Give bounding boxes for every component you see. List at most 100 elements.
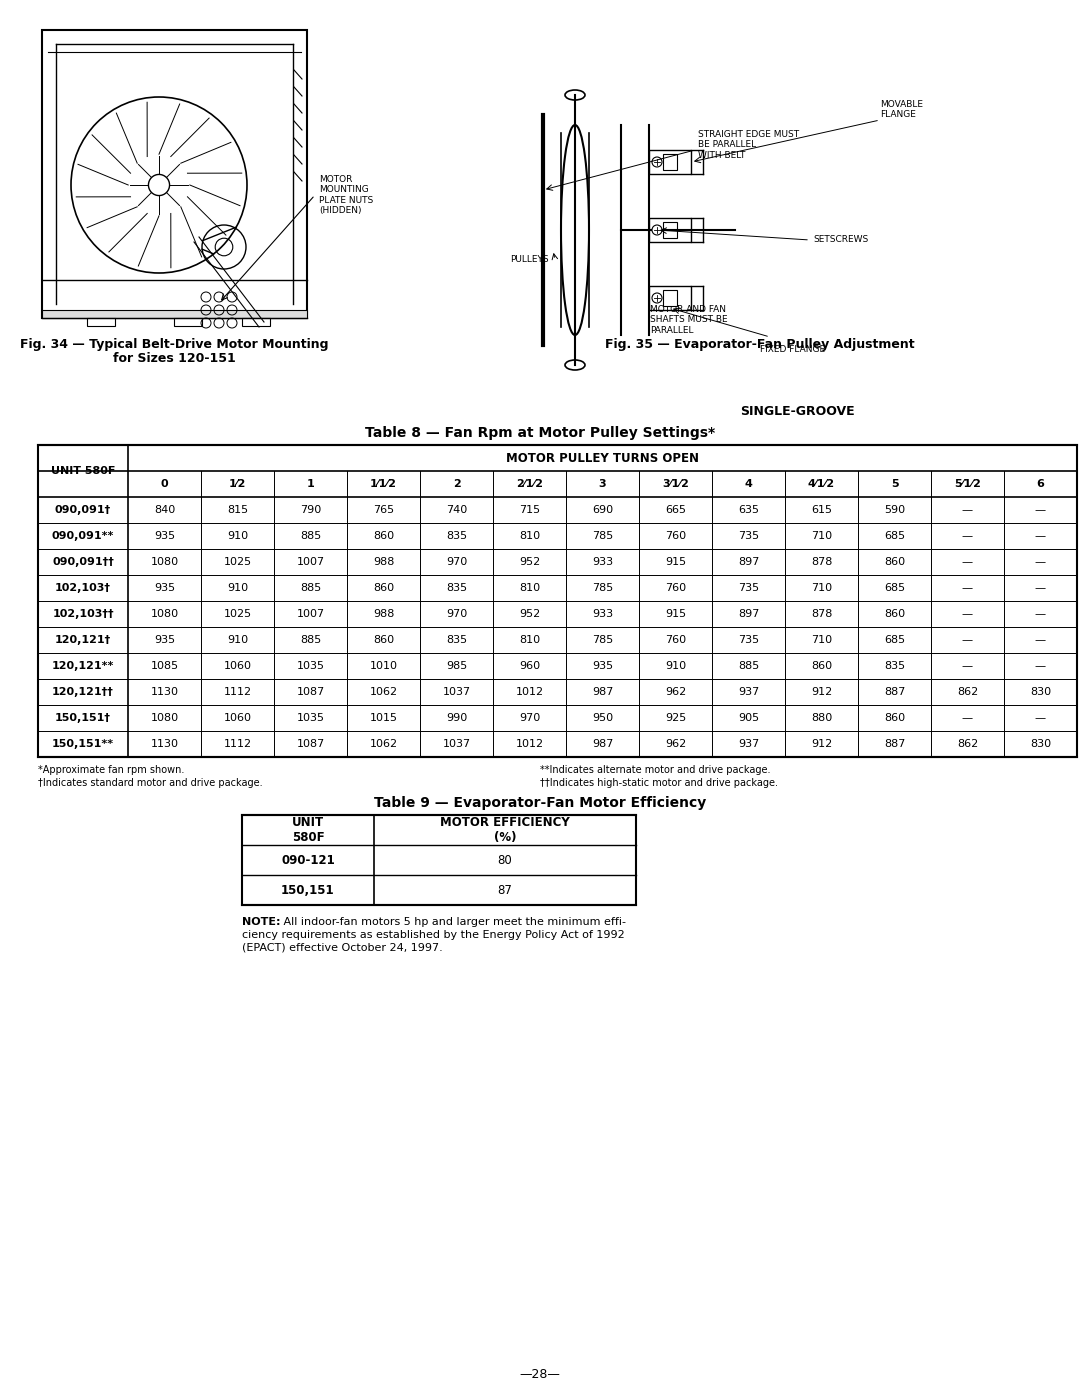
- Text: 912: 912: [811, 687, 832, 697]
- Text: 102,103††: 102,103††: [52, 609, 113, 619]
- Text: 090,091††: 090,091††: [52, 557, 113, 567]
- Text: 1062: 1062: [369, 687, 397, 697]
- Text: 987: 987: [592, 687, 613, 697]
- Text: —: —: [962, 712, 973, 724]
- Bar: [663, 154, 677, 170]
- Text: 3: 3: [598, 479, 606, 489]
- Text: —: —: [1035, 661, 1047, 671]
- Text: 935: 935: [154, 583, 175, 592]
- Text: —: —: [962, 636, 973, 645]
- Text: 735: 735: [738, 636, 759, 645]
- Text: 685: 685: [883, 583, 905, 592]
- Text: 1112: 1112: [224, 687, 252, 697]
- Text: —: —: [1035, 636, 1047, 645]
- Text: 1025: 1025: [224, 557, 252, 567]
- Text: 5: 5: [891, 479, 899, 489]
- Text: 912: 912: [811, 739, 832, 749]
- Text: FIXED FLANGE: FIXED FLANGE: [760, 345, 825, 353]
- Text: 962: 962: [665, 739, 686, 749]
- Text: MOTOR
MOUNTING
PLATE NUTS
(HIDDEN): MOTOR MOUNTING PLATE NUTS (HIDDEN): [319, 175, 374, 215]
- Text: 1: 1: [307, 479, 314, 489]
- Text: 1060: 1060: [224, 712, 252, 724]
- Text: STRAIGHT EDGE MUST
BE PARALLEL
WITH BELT: STRAIGHT EDGE MUST BE PARALLEL WITH BELT: [698, 130, 799, 159]
- Text: MOTOR EFFICIENCY
(%): MOTOR EFFICIENCY (%): [441, 816, 570, 844]
- Text: 1015: 1015: [369, 712, 397, 724]
- Text: 785: 785: [592, 636, 613, 645]
- Text: 970: 970: [446, 557, 468, 567]
- Text: 915: 915: [665, 557, 686, 567]
- Text: UNIT 580F: UNIT 580F: [51, 467, 116, 476]
- Bar: [38, 446, 1077, 757]
- Text: 878: 878: [811, 609, 833, 619]
- Text: 887: 887: [883, 687, 905, 697]
- Text: 150,151: 150,151: [281, 883, 335, 897]
- Text: 933: 933: [592, 609, 613, 619]
- Text: 860: 860: [373, 636, 394, 645]
- Text: 150,151**: 150,151**: [52, 739, 114, 749]
- Text: —: —: [1035, 583, 1047, 592]
- Text: 952: 952: [518, 609, 540, 619]
- Text: ††Indicates high-static motor and drive package.: ††Indicates high-static motor and drive …: [540, 778, 778, 788]
- Bar: [42, 29, 307, 319]
- Text: 1035: 1035: [297, 712, 324, 724]
- Text: 987: 987: [592, 739, 613, 749]
- Text: 1012: 1012: [515, 739, 543, 749]
- Text: 935: 935: [154, 531, 175, 541]
- Text: 1⁄2: 1⁄2: [229, 479, 246, 489]
- Text: 885: 885: [300, 636, 321, 645]
- Text: UNIT
580F: UNIT 580F: [292, 816, 324, 844]
- Text: 1112: 1112: [224, 739, 252, 749]
- Text: 988: 988: [373, 557, 394, 567]
- Circle shape: [652, 225, 662, 235]
- Text: 915: 915: [665, 609, 686, 619]
- Text: 6: 6: [1037, 479, 1044, 489]
- Text: Table 9 — Evaporator-Fan Motor Efficiency: Table 9 — Evaporator-Fan Motor Efficienc…: [374, 796, 706, 810]
- Text: 860: 860: [883, 557, 905, 567]
- Text: 760: 760: [665, 531, 686, 541]
- Text: 1087: 1087: [296, 739, 325, 749]
- Text: 4⁄1⁄2: 4⁄1⁄2: [808, 479, 835, 489]
- Text: 785: 785: [592, 531, 613, 541]
- Text: —: —: [962, 661, 973, 671]
- Text: 635: 635: [738, 504, 759, 515]
- Text: 090,091†: 090,091†: [55, 504, 111, 515]
- Text: 860: 860: [811, 661, 832, 671]
- Text: 960: 960: [518, 661, 540, 671]
- Text: 120,121†: 120,121†: [55, 636, 111, 645]
- Text: 665: 665: [665, 504, 686, 515]
- Text: 925: 925: [665, 712, 686, 724]
- Text: 1130: 1130: [150, 687, 178, 697]
- Text: —: —: [962, 504, 973, 515]
- Text: for Sizes 120-151: for Sizes 120-151: [113, 352, 235, 365]
- Text: 80: 80: [498, 854, 512, 866]
- Text: 710: 710: [811, 531, 832, 541]
- Text: 897: 897: [738, 609, 759, 619]
- Text: 1007: 1007: [296, 557, 325, 567]
- Text: 862: 862: [957, 687, 978, 697]
- Text: 885: 885: [300, 583, 321, 592]
- Text: 880: 880: [811, 712, 832, 724]
- Text: 4: 4: [744, 479, 753, 489]
- Text: 910: 910: [227, 531, 248, 541]
- Text: 785: 785: [592, 583, 613, 592]
- Text: 985: 985: [446, 661, 468, 671]
- Text: MOTOR PULLEY TURNS OPEN: MOTOR PULLEY TURNS OPEN: [507, 451, 699, 464]
- Text: 878: 878: [811, 557, 833, 567]
- Text: 3⁄1⁄2: 3⁄1⁄2: [662, 479, 689, 489]
- Text: 860: 860: [373, 583, 394, 592]
- Text: 2: 2: [453, 479, 460, 489]
- Text: 988: 988: [373, 609, 394, 619]
- Text: 962: 962: [665, 687, 686, 697]
- Text: 1025: 1025: [224, 609, 252, 619]
- Bar: [242, 814, 636, 905]
- Text: 830: 830: [1030, 739, 1051, 749]
- Circle shape: [148, 175, 170, 196]
- Text: —: —: [962, 583, 973, 592]
- Text: 935: 935: [592, 661, 613, 671]
- Text: 1060: 1060: [224, 661, 252, 671]
- Text: 835: 835: [446, 583, 467, 592]
- Text: 840: 840: [153, 504, 175, 515]
- Bar: [242, 319, 270, 326]
- Text: SINGLE-GROOVE: SINGLE-GROOVE: [740, 405, 854, 418]
- Text: 970: 970: [446, 609, 468, 619]
